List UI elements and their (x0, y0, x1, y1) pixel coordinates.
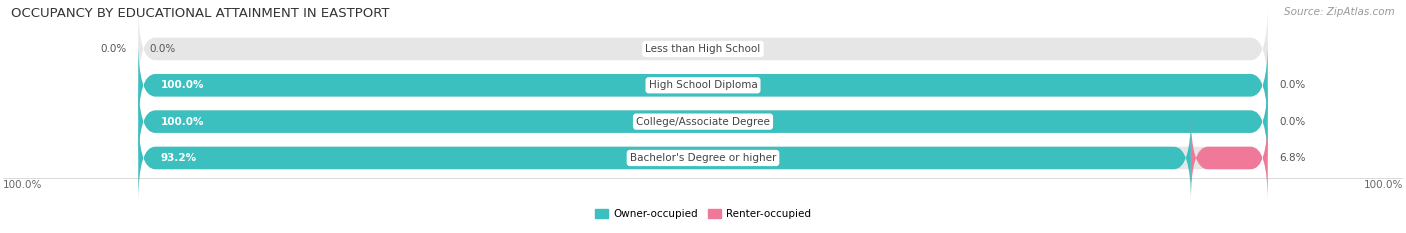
Text: 93.2%: 93.2% (160, 153, 197, 163)
Text: OCCUPANCY BY EDUCATIONAL ATTAINMENT IN EASTPORT: OCCUPANCY BY EDUCATIONAL ATTAINMENT IN E… (11, 7, 389, 20)
Text: 6.8%: 6.8% (1279, 153, 1306, 163)
Text: 0.0%: 0.0% (1279, 80, 1305, 90)
Text: 0.0%: 0.0% (1279, 117, 1305, 127)
Text: Source: ZipAtlas.com: Source: ZipAtlas.com (1284, 7, 1395, 17)
FancyBboxPatch shape (138, 115, 1191, 201)
Text: Less than High School: Less than High School (645, 44, 761, 54)
Text: 100.0%: 100.0% (160, 80, 204, 90)
Text: High School Diploma: High School Diploma (648, 80, 758, 90)
Legend: Owner-occupied, Renter-occupied: Owner-occupied, Renter-occupied (591, 205, 815, 223)
Text: 100.0%: 100.0% (3, 180, 42, 190)
FancyBboxPatch shape (138, 115, 1268, 201)
FancyBboxPatch shape (138, 78, 1268, 165)
Text: 100.0%: 100.0% (1364, 180, 1403, 190)
Text: 0.0%: 0.0% (149, 44, 176, 54)
FancyBboxPatch shape (138, 42, 1268, 129)
Text: Bachelor's Degree or higher: Bachelor's Degree or higher (630, 153, 776, 163)
FancyBboxPatch shape (138, 78, 1268, 165)
FancyBboxPatch shape (138, 6, 1268, 92)
FancyBboxPatch shape (1191, 115, 1268, 201)
Text: 100.0%: 100.0% (160, 117, 204, 127)
FancyBboxPatch shape (138, 42, 1268, 129)
Text: College/Associate Degree: College/Associate Degree (636, 117, 770, 127)
Text: 0.0%: 0.0% (101, 44, 127, 54)
